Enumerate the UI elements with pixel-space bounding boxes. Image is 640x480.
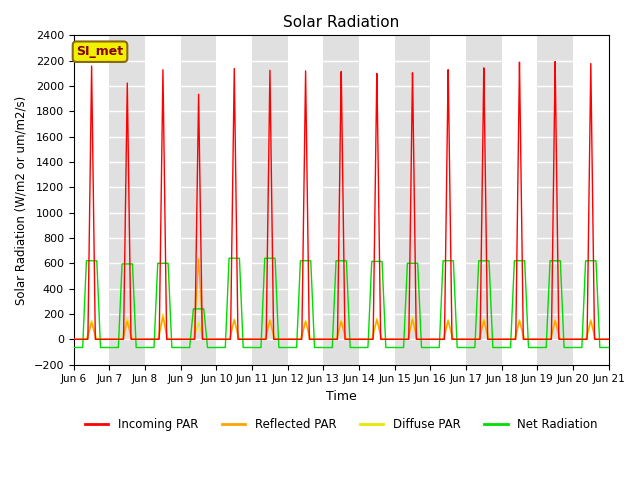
Bar bbox=[180, 36, 216, 365]
Y-axis label: Solar Radiation (W/m2 or um/m2/s): Solar Radiation (W/m2 or um/m2/s) bbox=[15, 96, 28, 305]
Bar bbox=[109, 36, 145, 365]
Bar bbox=[74, 36, 109, 365]
Bar bbox=[252, 36, 288, 365]
Text: SI_met: SI_met bbox=[76, 45, 124, 58]
Bar bbox=[288, 36, 323, 365]
Bar bbox=[359, 36, 395, 365]
Bar bbox=[466, 36, 502, 365]
Bar bbox=[395, 36, 430, 365]
Bar bbox=[502, 36, 538, 365]
X-axis label: Time: Time bbox=[326, 390, 356, 403]
Bar bbox=[538, 36, 573, 365]
Bar bbox=[145, 36, 180, 365]
Bar bbox=[430, 36, 466, 365]
Title: Solar Radiation: Solar Radiation bbox=[283, 15, 399, 30]
Bar bbox=[573, 36, 609, 365]
Bar bbox=[216, 36, 252, 365]
Bar bbox=[323, 36, 359, 365]
Legend: Incoming PAR, Reflected PAR, Diffuse PAR, Net Radiation: Incoming PAR, Reflected PAR, Diffuse PAR… bbox=[80, 413, 603, 436]
